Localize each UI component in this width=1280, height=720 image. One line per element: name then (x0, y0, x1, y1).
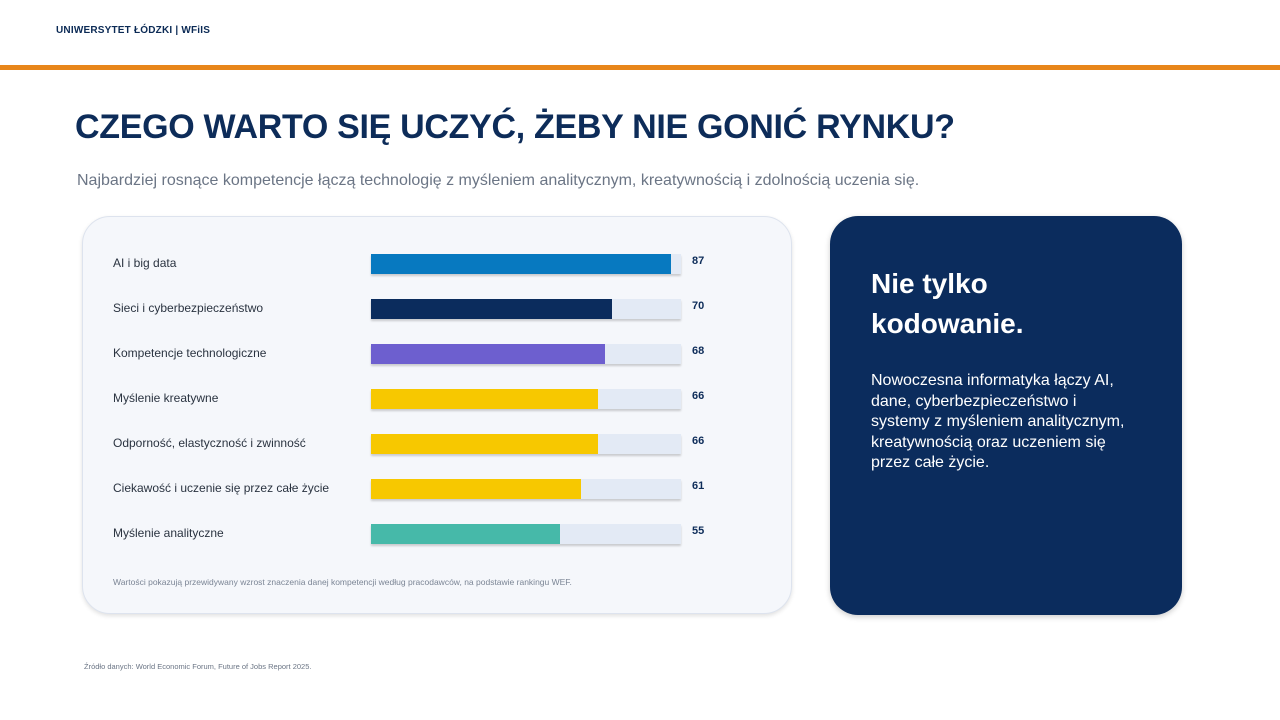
bar-label: Kompetencje technologiczne (113, 346, 267, 360)
chart-note: Wartości pokazują przewidywany wzrost zn… (113, 577, 572, 587)
bar-track (371, 299, 681, 319)
bar (371, 434, 598, 454)
bar-row: Odporność, elastyczność i zwinność 66 (83, 432, 793, 456)
page-title: CZEGO WARTO SIĘ UCZYĆ, ŻEBY NIE GONIĆ RY… (75, 108, 955, 146)
bar-row: Kompetencje technologiczne 68 (83, 342, 793, 366)
bar-track (371, 524, 681, 544)
bar (371, 389, 598, 409)
bar-value-label: 87 (692, 255, 705, 267)
bar (371, 524, 560, 544)
brand-label: UNIWERSYTET ŁÓDZKI | WFiIS (56, 25, 211, 36)
side-panel-text: Nowoczesna informatyka łączy AI, dane, c… (871, 372, 1125, 471)
bar-label: Myślenie kreatywne (113, 391, 219, 405)
bar-track (371, 434, 681, 454)
page-subtitle: Najbardziej rosnące kompetencje łączą te… (77, 172, 920, 189)
bar-label: Odporność, elastyczność i zwinność (113, 436, 306, 450)
bar-row: Myślenie analityczne 55 (83, 522, 793, 546)
bar-label: AI i big data (113, 256, 177, 270)
bar-value-label: 66 (692, 435, 705, 447)
bar-row: Sieci i cyberbezpieczeństwo 70 (83, 297, 793, 321)
bar (371, 479, 581, 499)
bar-value-label: 61 (692, 480, 705, 492)
bar-track (371, 254, 681, 274)
bar-track (371, 344, 681, 364)
bar-value-label: 68 (692, 345, 705, 357)
bar (371, 299, 612, 319)
bar-value-label: 55 (692, 525, 705, 537)
header-bar: UNIWERSYTET ŁÓDZKI | WFiIS (0, 0, 1280, 70)
bar-row: AI i big data 87 (83, 252, 793, 276)
bar-label: Ciekawość i uczenie się przez całe życie (113, 481, 330, 495)
bar-row: Myślenie kreatywne 66 (83, 387, 793, 411)
chart-card: AI i big data 87 Sieci i cyberbezpieczeńst… (82, 216, 792, 614)
bar (371, 344, 605, 364)
bar-value-label: 70 (692, 300, 705, 312)
bar-row: Ciekawość i uczenie się przez całe życie… (83, 477, 793, 501)
bar-value-label: 66 (692, 390, 705, 402)
bar-track (371, 389, 681, 409)
side-panel: Nie tylko kodowanie. Nowoczesna informat… (830, 216, 1182, 615)
bar-label: Myślenie analityczne (113, 526, 224, 540)
bar-track (371, 479, 681, 499)
bar (371, 254, 671, 274)
source-note: Źródło danych: World Economic Forum, Fut… (84, 662, 312, 671)
side-panel-heading: Nie tylko kodowanie. (871, 268, 1024, 339)
bar-label: Sieci i cyberbezpieczeństwo (113, 301, 264, 315)
